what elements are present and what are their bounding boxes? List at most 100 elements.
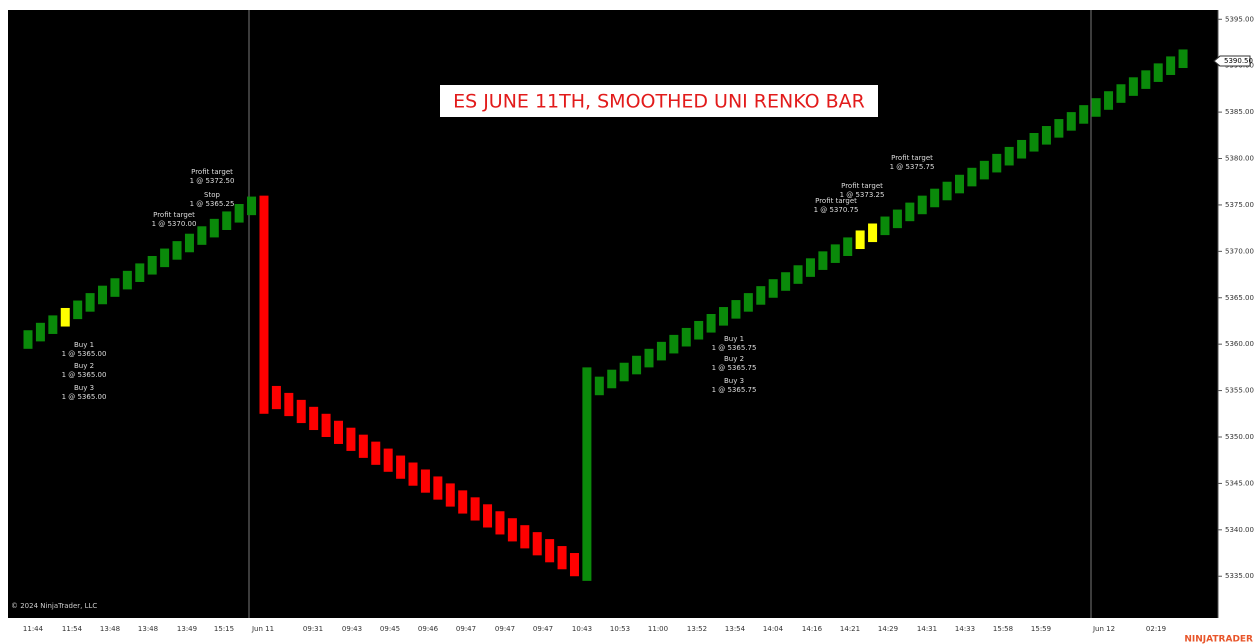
x-tick-label: 15:15	[214, 625, 234, 633]
renko-brick	[160, 248, 170, 268]
order-annotation: 1 @ 5372.50	[190, 177, 235, 185]
renko-brick	[73, 300, 83, 320]
x-tick-label: 11:00	[648, 625, 668, 633]
renko-brick	[905, 202, 915, 222]
copyright: © 2024 NinjaTrader, LLC	[11, 602, 97, 610]
renko-brick	[594, 376, 604, 396]
renko-brick	[383, 448, 393, 472]
renko-brick	[855, 230, 865, 250]
x-tick-label: 10:53	[610, 625, 630, 633]
x-tick-label: 09:45	[380, 625, 400, 633]
y-tick-label: 5385.00	[1225, 108, 1254, 116]
x-tick-label: 09:43	[342, 625, 362, 633]
renko-brick	[1054, 119, 1064, 138]
order-annotation: 1 @ 5370.00	[152, 220, 197, 228]
renko-brick	[247, 196, 257, 216]
order-annotation: 1 @ 5365.00	[62, 350, 107, 358]
order-annotation: Stop	[204, 191, 220, 199]
brand: NINJATRADER	[1184, 635, 1253, 644]
x-tick-label: 13:48	[100, 625, 120, 633]
renko-brick	[445, 483, 455, 507]
y-tick-label: 5345.00	[1225, 479, 1254, 487]
renko-brick	[1079, 105, 1089, 124]
renko-brick	[222, 211, 232, 230]
renko-brick	[458, 490, 468, 514]
price-marker	[1213, 55, 1251, 67]
renko-brick	[296, 399, 306, 424]
renko-brick	[35, 322, 45, 342]
renko-brick	[396, 455, 406, 479]
order-annotation: 1 @ 5365.75	[712, 386, 757, 394]
renko-brick	[470, 497, 480, 521]
renko-brick	[371, 441, 381, 465]
order-annotation: Buy 3	[74, 384, 94, 392]
x-tick-label: 02:19	[1146, 625, 1166, 633]
renko-brick	[781, 272, 791, 291]
order-annotation: Profit target	[891, 154, 933, 162]
renko-brick	[955, 174, 964, 194]
order-annotation: Buy 2	[74, 362, 94, 370]
renko-brick	[197, 226, 207, 245]
renko-brick	[284, 392, 294, 417]
order-annotation: Profit target	[815, 197, 857, 205]
renko-brick	[184, 233, 194, 253]
renko-brick	[694, 320, 704, 340]
x-tick-label: 15:59	[1031, 625, 1051, 633]
renko-brick	[110, 278, 120, 297]
x-tick-label: 11:54	[62, 625, 83, 633]
renko-brick	[967, 167, 977, 187]
x-tick-label: 09:47	[533, 625, 553, 633]
renko-brick	[122, 270, 132, 290]
renko-brick	[147, 255, 157, 275]
renko-brick	[358, 434, 368, 458]
renko-brick	[98, 285, 108, 305]
x-tick-label: 14:21	[840, 625, 860, 633]
renko-brick	[1029, 132, 1039, 152]
renko-brick	[992, 153, 1002, 173]
x-tick-label: 15:58	[993, 625, 1013, 633]
renko-brick	[532, 532, 542, 556]
renko-brick	[495, 511, 505, 535]
price-marker-label: 5390.50	[1224, 57, 1253, 65]
renko-brick	[1066, 112, 1076, 131]
renko-brick	[632, 355, 642, 375]
renko-brick	[135, 263, 145, 282]
x-tick-label: 13:48	[138, 625, 158, 633]
x-tick-label: 14:31	[917, 625, 937, 633]
renko-brick	[23, 330, 33, 349]
y-tick-label: 5370.00	[1225, 247, 1254, 255]
renko-brick	[234, 204, 244, 223]
renko-brick	[172, 241, 182, 260]
renko-brick	[706, 314, 716, 333]
renko-brick	[880, 216, 890, 236]
x-tick-label: 09:31	[303, 625, 323, 633]
x-tick-label: 14:33	[955, 625, 975, 633]
x-tick-label: 09:47	[456, 625, 476, 633]
renko-brick	[85, 293, 95, 312]
renko-brick	[1166, 56, 1176, 75]
renko-brick	[681, 327, 691, 347]
renko-brick	[607, 369, 617, 389]
renko-brick	[1141, 70, 1151, 89]
renko-brick	[843, 237, 853, 256]
renko-brick	[1004, 146, 1014, 166]
renko-brick	[271, 385, 281, 410]
renko-brick	[768, 279, 778, 298]
renko-brick	[669, 334, 679, 354]
renko-brick	[656, 341, 666, 361]
renko-brick	[569, 553, 579, 577]
renko-brick	[942, 181, 952, 201]
x-tick-label: Jun 12	[1092, 625, 1115, 633]
chart-title: ES JUNE 11TH, SMOOTHED UNI RENKO BAR	[453, 91, 865, 113]
order-annotation: Buy 1	[724, 335, 744, 343]
order-annotation: Profit target	[191, 168, 233, 176]
y-tick-label: 5355.00	[1225, 387, 1254, 395]
y-tick-label: 5375.00	[1225, 201, 1254, 209]
order-annotation: 1 @ 5375.75	[890, 163, 935, 171]
x-tick-label: 14:16	[802, 625, 823, 633]
renko-brick	[346, 427, 356, 451]
renko-brick	[309, 406, 319, 431]
y-tick-label: 5395.00	[1225, 15, 1254, 23]
order-annotation: 1 @ 5370.75	[814, 206, 859, 214]
renko-brick	[483, 504, 493, 528]
